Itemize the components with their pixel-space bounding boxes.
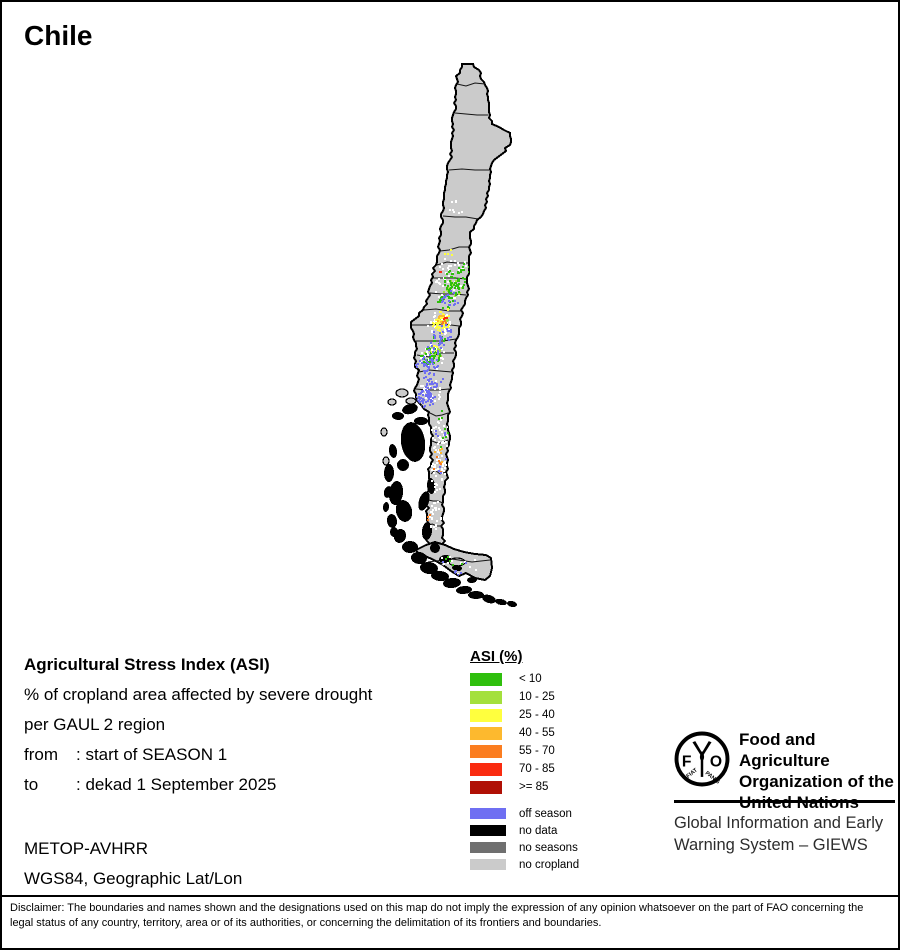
legend-title: ASI (%) <box>470 648 523 665</box>
legend-row: no seasons <box>470 839 660 856</box>
from-value: : start of SEASON 1 <box>76 745 228 764</box>
fao-name: Food and Agriculture Organization of the… <box>739 729 896 813</box>
region-boundaries <box>412 82 491 563</box>
legend-swatch <box>470 726 502 740</box>
legend-label: 55 - 70 <box>519 745 555 757</box>
info-block: Agricultural Stress Index (ASI) % of cro… <box>24 650 454 800</box>
brand-divider <box>674 800 895 803</box>
page-title: Chile <box>24 20 93 51</box>
fao-logo-icon: F O FIAT PANIS <box>674 731 730 787</box>
legend-row: 10 - 25 <box>470 688 660 706</box>
legend-label: no data <box>519 824 558 837</box>
legend-row: 55 - 70 <box>470 742 660 760</box>
legend-label: 70 - 85 <box>519 763 555 775</box>
legend-swatch <box>470 859 506 870</box>
legend-label: no seasons <box>519 841 578 854</box>
from-line: from : start of SEASON 1 <box>24 740 454 770</box>
legend-row: 70 - 85 <box>470 760 660 778</box>
legend-swatch <box>470 808 506 819</box>
legend-swatch <box>470 825 506 836</box>
legend-row: no cropland <box>470 856 660 873</box>
fao-name-line2: Organization of the <box>739 772 894 791</box>
legend-extra: off season no data no seasons no cropland <box>470 805 660 873</box>
landmass <box>380 63 512 582</box>
legend-label: 25 - 40 <box>519 709 555 721</box>
sensor-line: METOP-AVHRR <box>24 839 149 858</box>
legend-label: 40 - 55 <box>519 727 555 739</box>
legend-swatch <box>470 744 502 758</box>
from-label: from <box>24 745 58 764</box>
asi-data-dots <box>412 200 483 576</box>
legend-row: no data <box>470 822 660 839</box>
legend-swatch <box>470 762 502 776</box>
giews-line2: Warning System – GIEWS <box>674 836 868 854</box>
fao-name-line3: United Nations <box>739 793 859 812</box>
fao-name-line1: Food and Agriculture <box>739 730 830 770</box>
asi-heading: Agricultural Stress Index (ASI) <box>24 655 270 674</box>
disclaimer-text: Disclaimer: The boundaries and names sho… <box>10 902 864 929</box>
legend-row: 40 - 55 <box>470 724 660 742</box>
asi-legend: ASI (%) < 10 10 - 25 25 - 40 40 - 55 55 - 70… <box>470 648 660 873</box>
legend-row: >= 85 <box>470 778 660 796</box>
legend-label: 10 - 25 <box>519 691 555 703</box>
legend-swatch <box>470 708 502 722</box>
legend-row: off season <box>470 805 660 822</box>
no-data-areas <box>382 403 517 608</box>
to-line: to : dekad 1 September 2025 <box>24 770 454 800</box>
legend-classes: < 10 10 - 25 25 - 40 40 - 55 55 - 70 70 - 85 >… <box>470 670 660 796</box>
to-value: : dekad 1 September 2025 <box>76 775 277 794</box>
legend-row: 25 - 40 <box>470 706 660 724</box>
giews-label: Global Information and Early Warning Sys… <box>674 812 883 856</box>
giews-line1: Global Information and Early <box>674 814 884 832</box>
legend-swatch <box>470 842 506 853</box>
projection-line: WGS84, Geographic Lat/Lon <box>24 869 243 888</box>
asi-region-line: per GAUL 2 region <box>24 715 166 734</box>
legend-label: >= 85 <box>519 781 549 793</box>
asi-subtitle: % of cropland area affected by severe dr… <box>24 685 373 704</box>
fao-branding: F O FIAT PANIS Food and Agriculture Orga… <box>674 730 896 860</box>
legend-label: off season <box>519 807 572 820</box>
legend-swatch <box>470 672 502 686</box>
svg-text:O: O <box>710 753 722 770</box>
legend-row: < 10 <box>470 670 660 688</box>
meta-block: METOP-AVHRR WGS84, Geographic Lat/Lon <box>24 834 454 894</box>
disclaimer-divider <box>2 895 898 897</box>
legend-swatch <box>470 780 502 794</box>
legend-swatch <box>470 690 502 704</box>
legend-label: < 10 <box>519 673 542 685</box>
legend-label: no cropland <box>519 858 580 871</box>
to-label: to <box>24 775 39 794</box>
svg-text:F: F <box>682 753 692 770</box>
